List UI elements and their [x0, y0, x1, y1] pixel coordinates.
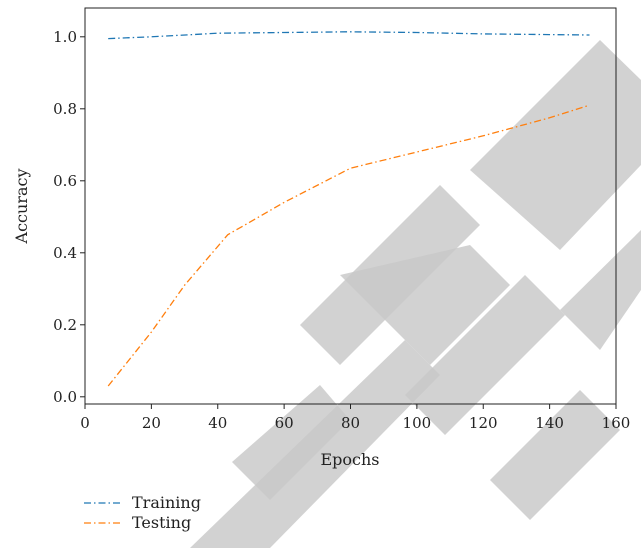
y-tick-label: 0.6	[53, 172, 77, 190]
watermark-stroke	[300, 185, 480, 365]
y-tick-label: 0.4	[53, 244, 77, 262]
y-tick-label: 1.0	[53, 28, 77, 46]
x-tick-label: 160	[602, 414, 631, 432]
x-tick-label: 140	[535, 414, 564, 432]
legend-label-testing: Testing	[132, 513, 191, 532]
x-tick-label: 60	[275, 414, 294, 432]
y-tick-label: 0.8	[53, 100, 77, 118]
series-line-training	[108, 31, 590, 40]
watermark-stroke	[405, 275, 565, 435]
y-tick-label: 0.2	[53, 316, 77, 334]
series-line-testing	[107, 104, 590, 387]
x-tick-label: 80	[341, 414, 360, 432]
series-lines	[107, 31, 590, 387]
legend-label-training: Training	[132, 493, 201, 512]
watermark-stroke	[470, 40, 641, 250]
x-axis-ticks: 0 20 40 60 80 100 120 140 160	[80, 404, 630, 432]
watermark-stroke	[560, 230, 641, 350]
watermark-stroke	[232, 385, 350, 500]
x-tick-label: 0	[80, 414, 90, 432]
x-tick-label: 120	[469, 414, 498, 432]
x-tick-label: 100	[403, 414, 432, 432]
y-axis-label: Accuracy	[12, 169, 31, 245]
x-tick-label: 40	[208, 414, 227, 432]
x-axis-label: Epochs	[320, 450, 379, 469]
y-tick-label: 0.0	[53, 388, 77, 406]
y-axis-ticks: 0.0 0.2 0.4 0.6 0.8 1.0	[53, 28, 85, 406]
x-tick-label: 20	[142, 414, 161, 432]
watermark	[190, 40, 641, 548]
watermark-stroke	[490, 390, 620, 520]
